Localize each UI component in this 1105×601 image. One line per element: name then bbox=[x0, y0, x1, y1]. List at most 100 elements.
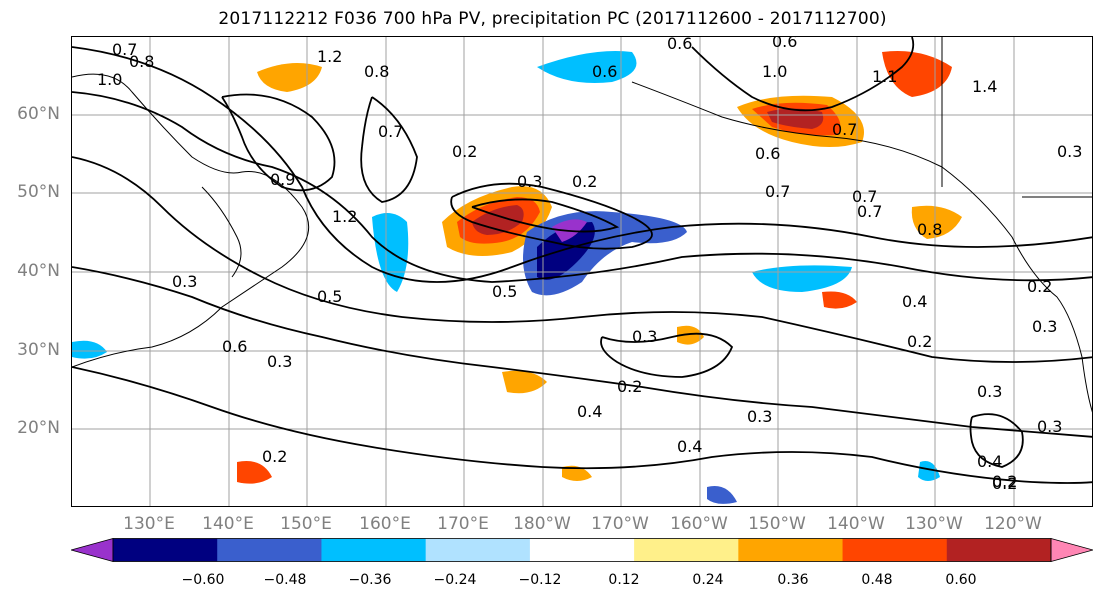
colorbar-segments bbox=[71, 538, 1093, 562]
contour-label: 0.8 bbox=[129, 52, 154, 71]
contour-label: 0.4 bbox=[677, 437, 702, 456]
contour-label: 0.6 bbox=[772, 37, 797, 51]
graticule bbox=[72, 37, 1092, 506]
contour-label: 0.3 bbox=[172, 272, 197, 291]
contour-label: 0.3 bbox=[1037, 417, 1062, 436]
lat-label: 20°N bbox=[17, 418, 60, 438]
lat-label: 50°N bbox=[17, 182, 60, 202]
contour-label: 0.6 bbox=[592, 62, 617, 81]
warm-patch-se bbox=[822, 291, 857, 309]
lon-label: 170°E bbox=[437, 514, 489, 534]
lon-label: 130°W bbox=[905, 514, 963, 534]
lon-label: 180°W bbox=[513, 514, 571, 534]
map-canvas: 0.7 0.8 1.0 1.2 0.8 0.7 0.6 0.6 1.0 0.6 … bbox=[72, 37, 1092, 506]
colorbar-extend-high bbox=[1050, 538, 1093, 562]
cold-patch-n bbox=[537, 51, 637, 83]
lat-label: 40°N bbox=[17, 261, 60, 281]
lon-label: 120°W bbox=[984, 514, 1042, 534]
precip-shading bbox=[72, 51, 962, 504]
colorbar-tick-label: 0.24 bbox=[692, 572, 724, 588]
contour-label: 0.7 bbox=[832, 120, 857, 139]
contour-label: 0.3 bbox=[267, 352, 292, 371]
colorbar-segment bbox=[425, 538, 531, 562]
contour-label: 0.3 bbox=[632, 327, 657, 346]
lat-label: 30°N bbox=[17, 340, 60, 360]
map-panel: 0.7 0.8 1.0 1.2 0.8 0.7 0.6 0.6 1.0 0.6 … bbox=[71, 36, 1093, 507]
contour-label: 1.1 bbox=[872, 67, 897, 86]
warm-patch-s2 bbox=[562, 465, 592, 481]
lon-label: 170°W bbox=[591, 514, 649, 534]
lon-label: 150°W bbox=[748, 514, 806, 534]
cold-patch-core bbox=[537, 222, 595, 280]
colorbar-tick-label: 0.60 bbox=[945, 572, 977, 588]
contour-label: 0.8 bbox=[364, 62, 389, 81]
contour-label: 0.6 bbox=[755, 144, 780, 163]
contour-label: 0.2 bbox=[992, 474, 1017, 493]
colorbar-segment bbox=[217, 538, 322, 562]
warm-patch-s1 bbox=[502, 370, 547, 394]
colorbar-tick-label: 0.48 bbox=[861, 572, 893, 588]
contour-label: 0.4 bbox=[902, 292, 927, 311]
colorbar-tick-label: −0.12 bbox=[518, 572, 562, 588]
warm-patch-nw bbox=[257, 63, 322, 92]
cold-patch-ssw bbox=[707, 486, 737, 504]
cold-patch-sw bbox=[72, 340, 107, 359]
warm-patch-e bbox=[911, 205, 962, 239]
contour-label: 0.3 bbox=[977, 382, 1002, 401]
colorbar-segment bbox=[738, 538, 844, 562]
lat-label: 60°N bbox=[17, 104, 60, 124]
contour-labels: 0.7 0.8 1.0 1.2 0.8 0.7 0.6 0.6 1.0 0.6 … bbox=[97, 37, 1082, 493]
contour-label: 0.6 bbox=[667, 37, 692, 53]
lon-label: 150°E bbox=[280, 514, 332, 534]
contour-label: 0.8 bbox=[917, 220, 942, 239]
warm-patch-sw bbox=[237, 461, 272, 484]
contour-label: 0.2 bbox=[1027, 277, 1052, 296]
contour-label: 0.2 bbox=[992, 472, 1017, 491]
contour-label: 0.4 bbox=[977, 452, 1002, 471]
contour-label: 0.2 bbox=[907, 332, 932, 351]
contour-label: 0.7 bbox=[765, 182, 790, 201]
colorbar-segment bbox=[113, 538, 218, 562]
warm-patch-mid bbox=[677, 325, 704, 345]
colorbar bbox=[71, 538, 1093, 562]
colorbar-tick-label: −0.60 bbox=[181, 572, 225, 588]
contour-label: 0.7 bbox=[852, 187, 877, 206]
contour-label: 0.2 bbox=[262, 447, 287, 466]
warm-patch-ne-max bbox=[767, 108, 824, 129]
lon-label: 160°W bbox=[670, 514, 728, 534]
contour-label: 0.2 bbox=[572, 172, 597, 191]
contour-label: 0.2 bbox=[617, 377, 642, 396]
contour-label: 1.2 bbox=[332, 207, 357, 226]
contour-label: 0.7 bbox=[857, 202, 882, 221]
contour-label: 0.3 bbox=[1057, 142, 1082, 161]
colorbar-tick-label: 0.36 bbox=[777, 572, 809, 588]
contour-label: 1.0 bbox=[762, 62, 787, 81]
lon-label: 160°E bbox=[359, 514, 411, 534]
colorbar-tick-label: −0.24 bbox=[433, 572, 477, 588]
contour-label: 0.3 bbox=[517, 172, 542, 191]
colorbar-segment bbox=[842, 538, 948, 562]
coastlines bbox=[72, 37, 1092, 413]
colorbar-outline bbox=[112, 538, 1052, 562]
contour-label: 0.6 bbox=[222, 337, 247, 356]
contour-label: 1.0 bbox=[97, 70, 122, 89]
lon-label: 140°W bbox=[827, 514, 885, 534]
colorbar-tick-label: −0.36 bbox=[348, 572, 392, 588]
cold-patch-e bbox=[752, 265, 852, 292]
map-title: 2017112212 F036 700 hPa PV, precipitatio… bbox=[218, 9, 887, 29]
colorbar-tick-label: −0.48 bbox=[263, 572, 307, 588]
colorbar-segment bbox=[529, 538, 635, 562]
contour-label: 0.3 bbox=[1032, 317, 1057, 336]
pv-contours bbox=[72, 37, 1092, 484]
contour-label: 0.5 bbox=[317, 287, 342, 306]
contour-label: 0.7 bbox=[112, 40, 137, 59]
contour-label: 0.3 bbox=[747, 407, 772, 426]
colorbar-segment bbox=[634, 538, 739, 562]
lon-label: 130°E bbox=[123, 514, 175, 534]
contour-label: 1.4 bbox=[972, 77, 997, 96]
contour-label: 0.4 bbox=[577, 402, 602, 421]
lon-label: 140°E bbox=[202, 514, 254, 534]
contour-label: 1.2 bbox=[317, 47, 342, 66]
contour-label: 0.9 bbox=[270, 170, 295, 189]
colorbar-tick-label: 0.12 bbox=[608, 572, 640, 588]
